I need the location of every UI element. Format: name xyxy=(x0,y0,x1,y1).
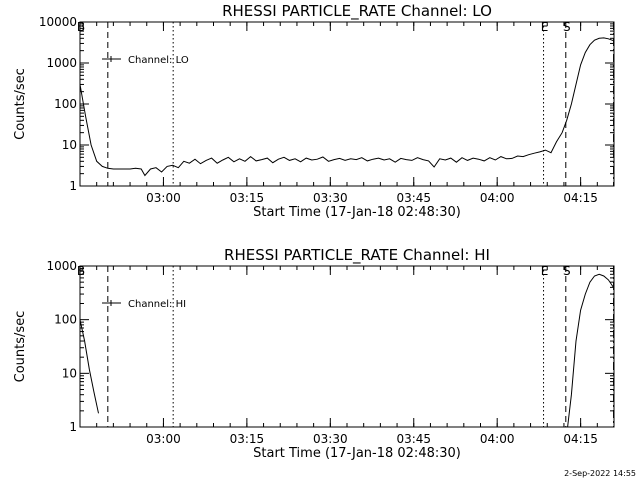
x-tick-label: 04:00 xyxy=(480,191,515,205)
x-axis-label: Start Time (17-Jan-18 02:48:30) xyxy=(253,205,461,220)
x-tick-label: 03:15 xyxy=(230,432,265,446)
y-tick-label: 1 xyxy=(69,179,77,193)
generation-timestamp: 2-Sep-2022 14:55 xyxy=(564,469,636,478)
x-tick-label: 03:30 xyxy=(313,432,348,446)
time-marker-label: S xyxy=(563,20,571,34)
x-tick-label: 03:45 xyxy=(396,432,431,446)
time-marker-label: E xyxy=(541,264,549,278)
y-tick-label: 1000 xyxy=(46,56,77,70)
lo-channel-panel: RHESSI PARTICLE_RATE Channel: LO 1 10 100 10… xyxy=(13,2,615,220)
x-tick-label: 04:15 xyxy=(563,432,598,446)
chart-title: RHESSI PARTICLE_RATE Channel: LO xyxy=(222,2,492,21)
y-tick-label: 10 xyxy=(62,366,77,380)
x-tick-label: 03:45 xyxy=(396,191,431,205)
x-axis-label: Start Time (17-Jan-18 02:48:30) xyxy=(253,446,461,461)
x-tick-label: 03:30 xyxy=(313,191,348,205)
chart-title: RHESSI PARTICLE_RATE Channel: HI xyxy=(224,246,490,265)
y-tick-label: 10 xyxy=(62,138,77,152)
y-tick-label: 1 xyxy=(69,420,77,434)
series-line xyxy=(567,273,614,428)
plot-frame xyxy=(79,265,615,428)
series-line xyxy=(79,319,99,414)
y-tick-label: 100 xyxy=(54,97,77,111)
series-line xyxy=(79,37,614,177)
y-tick-label: 100 xyxy=(54,313,77,327)
time-marker-label: B xyxy=(77,20,85,34)
y-axis-label: Counts/sec xyxy=(13,311,28,383)
y-tick-label: 1000 xyxy=(46,259,77,273)
x-tick-label: 03:00 xyxy=(146,432,181,446)
x-tick-label: 03:15 xyxy=(230,191,265,205)
time-marker-label: B xyxy=(77,264,85,278)
x-tick-label: 04:00 xyxy=(480,432,515,446)
y-axis-label: Counts/sec xyxy=(13,68,28,140)
legend-label: Channel: HI xyxy=(128,299,186,310)
hi-channel-panel: RHESSI PARTICLE_RATE Channel: HI 1 10 100 10… xyxy=(13,246,615,461)
y-tick-label: 10000 xyxy=(39,15,77,29)
time-marker-label: E xyxy=(541,20,549,34)
x-tick-label: 03:00 xyxy=(146,191,181,205)
x-tick-label: 04:15 xyxy=(563,191,598,205)
legend-label: Channel: LO xyxy=(128,55,189,66)
plot-frame xyxy=(79,21,615,187)
time-marker-label: S xyxy=(563,264,571,278)
